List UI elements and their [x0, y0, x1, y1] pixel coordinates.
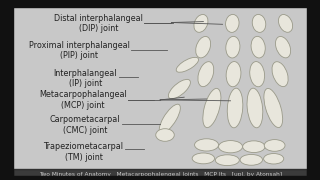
- Text: Carpometacarpal
(CMC) joint: Carpometacarpal (CMC) joint: [50, 115, 120, 135]
- Ellipse shape: [195, 139, 219, 151]
- Ellipse shape: [264, 88, 283, 128]
- Text: Proximal interphalangeal
(PIP) joint: Proximal interphalangeal (PIP) joint: [29, 41, 130, 60]
- Ellipse shape: [264, 140, 285, 151]
- Ellipse shape: [243, 141, 265, 153]
- Bar: [0, 176, 320, 180]
- Ellipse shape: [194, 14, 208, 32]
- Ellipse shape: [252, 14, 266, 32]
- Ellipse shape: [247, 88, 263, 128]
- Ellipse shape: [272, 62, 288, 87]
- Text: Metacarpophalangeal
(MCP) joint: Metacarpophalangeal (MCP) joint: [39, 90, 127, 110]
- Ellipse shape: [196, 37, 211, 58]
- Ellipse shape: [203, 88, 221, 128]
- Bar: [307, 0, 320, 180]
- Ellipse shape: [192, 153, 214, 164]
- Ellipse shape: [250, 62, 265, 87]
- Ellipse shape: [226, 62, 241, 87]
- Bar: [0, 0, 320, 7]
- Ellipse shape: [276, 37, 291, 58]
- Text: Trapeziometacarpal
(TM) joint: Trapeziometacarpal (TM) joint: [44, 142, 124, 162]
- Ellipse shape: [226, 36, 240, 58]
- Text: Distal interphalangeal
(DIP) joint: Distal interphalangeal (DIP) joint: [54, 14, 143, 33]
- Ellipse shape: [219, 141, 243, 153]
- Ellipse shape: [176, 57, 198, 72]
- Ellipse shape: [251, 36, 265, 58]
- Ellipse shape: [226, 14, 239, 32]
- Ellipse shape: [198, 62, 214, 87]
- Ellipse shape: [240, 154, 262, 165]
- Ellipse shape: [227, 88, 243, 128]
- Bar: [0, 0, 13, 180]
- Ellipse shape: [159, 104, 180, 133]
- Ellipse shape: [156, 129, 174, 141]
- Text: Interphalangeal
(IP) joint: Interphalangeal (IP) joint: [53, 69, 117, 88]
- Ellipse shape: [215, 155, 239, 166]
- Ellipse shape: [168, 79, 190, 99]
- Text: Two Minutes of Anatomy   Metacarpophalengeal Joints   MCP Jts   [upl. by Atonsah: Two Minutes of Anatomy Metacarpophalenge…: [39, 172, 282, 177]
- Ellipse shape: [264, 154, 284, 164]
- Bar: [13, 169, 307, 180]
- Ellipse shape: [278, 15, 293, 32]
